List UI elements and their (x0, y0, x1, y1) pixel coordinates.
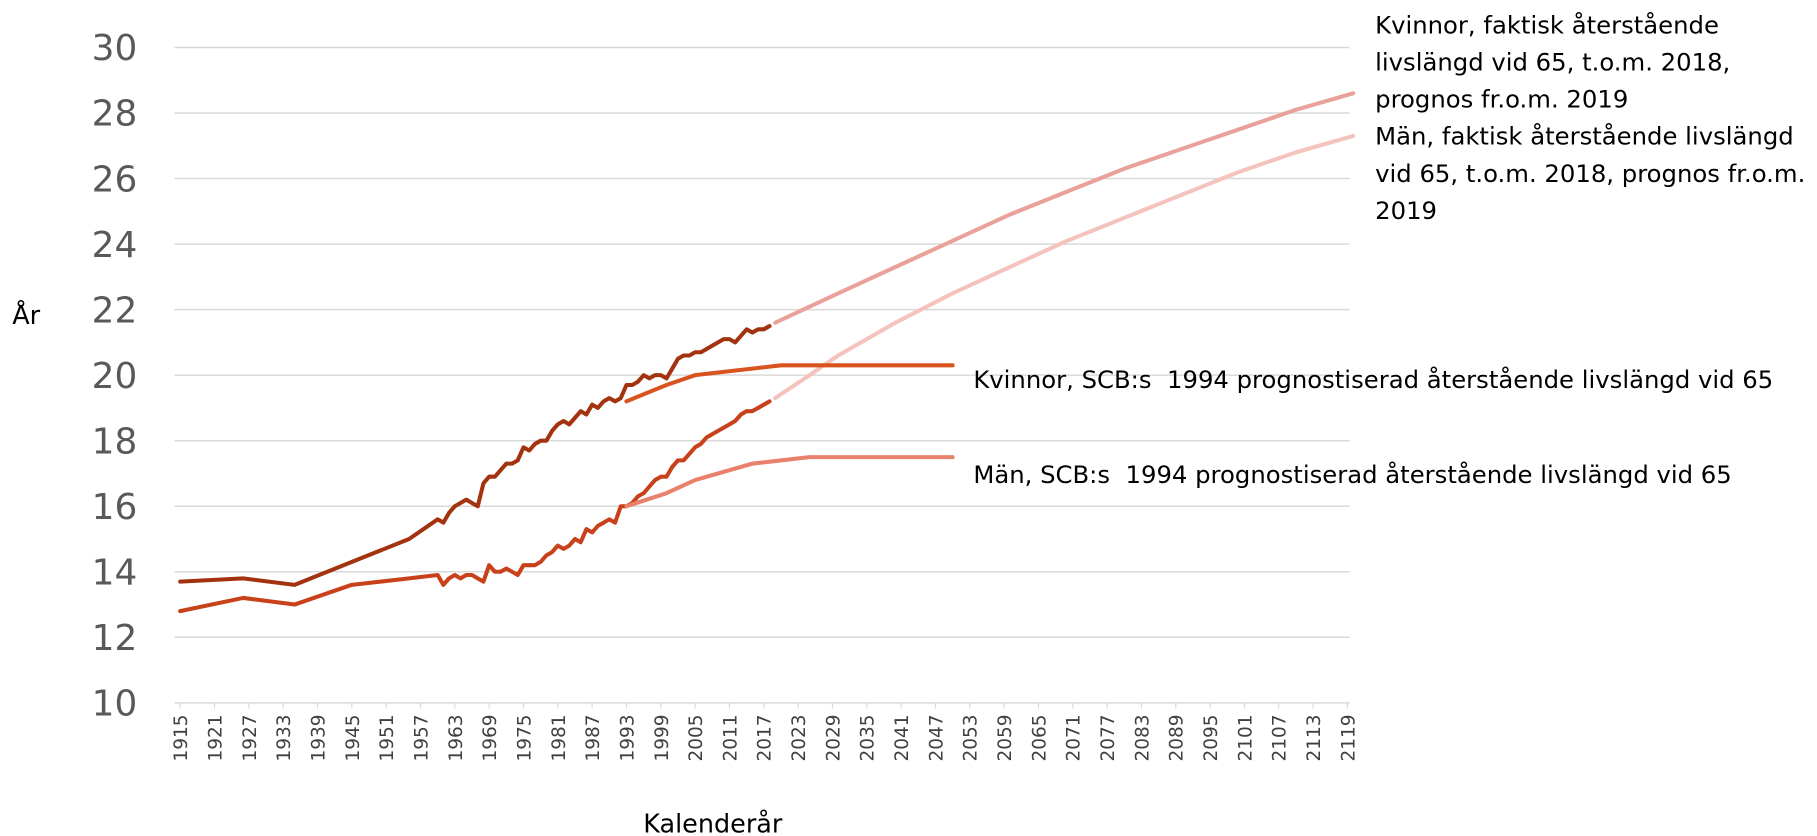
x-tick-label: 1969 (480, 714, 501, 761)
series-line (624, 455, 955, 509)
x-tick-label: 2113 (1304, 714, 1325, 761)
series-label-box: Män, SCB:s 1994 prognostiserad återståen… (973, 460, 1732, 489)
x-tick-label: 2029 (823, 714, 844, 761)
y-tick-label: 30 (92, 28, 138, 69)
series-label-box: Män, faktisk återstående livslängd vid 6… (1375, 122, 1806, 225)
x-tick-label: 2077 (1098, 714, 1119, 761)
y-tick-label: 22 (92, 290, 138, 331)
x-tick-label: 2017 (755, 714, 776, 761)
x-tick-label: 1915 (171, 714, 192, 761)
x-tick-label: 1939 (308, 714, 329, 761)
series-line (624, 363, 955, 404)
x-tick-label: 1975 (514, 714, 535, 761)
x-tick-label: 2041 (892, 714, 913, 761)
series-label-box: Kvinnor, SCB:s 1994 prognostiserad åters… (973, 365, 1774, 394)
x-tick-label: 1927 (240, 714, 261, 761)
x-tick-label: 2083 (1132, 714, 1153, 761)
x-tick-label: 2053 (961, 714, 982, 761)
x-tick-label: 1987 (583, 714, 604, 761)
y-tick-label: 16 (92, 487, 138, 528)
x-tick-label: 1933 (274, 714, 295, 761)
x-tick-label: 2065 (1029, 714, 1050, 761)
x-tick-label: 1963 (446, 714, 467, 761)
series-line (178, 399, 772, 614)
x-tick-label: 2023 (789, 714, 810, 761)
y-tick-label: 28 (92, 94, 138, 135)
x-tick-label: 1951 (377, 714, 398, 761)
x-tick-label: 2095 (1201, 714, 1222, 761)
series-label-box: Kvinnor, faktisk återstående livslängd v… (1375, 11, 1739, 114)
y-tick-label: 24 (92, 225, 138, 266)
y-tick-label: 14 (92, 553, 138, 594)
x-tick-label: 2005 (686, 714, 707, 761)
x-tick-label: 2011 (720, 714, 741, 761)
x-tick-label: 1981 (549, 714, 570, 761)
x-tick-label: 2089 (1167, 714, 1188, 761)
x-tick-label: 1945 (343, 714, 364, 761)
y-axis-title: År (12, 301, 40, 331)
y-tick-label: 18 (92, 421, 138, 462)
series-label: Kvinnor, SCB:s 1994 prognostiserad åters… (973, 365, 1774, 394)
x-tick-label: 1921 (205, 714, 226, 761)
series-label: Män, faktisk återstående livslängd vid 6… (1375, 122, 1806, 225)
forecast-line (773, 133, 1356, 401)
x-tick-label: 2047 (926, 714, 947, 761)
x-axis-title: Kalenderår (643, 810, 783, 836)
x-tick-label: 1993 (617, 714, 638, 761)
series-label: Kvinnor, faktisk återstående livslängd v… (1375, 11, 1739, 114)
y-tick-label: 20 (92, 356, 138, 397)
x-tick-label: 2059 (995, 714, 1016, 761)
forecast-line (773, 91, 1356, 325)
x-tick-label: 2119 (1338, 714, 1359, 761)
y-tick-label: 10 (92, 684, 138, 725)
x-tick-label: 2071 (1064, 714, 1085, 761)
x-tick-label: 1957 (411, 714, 432, 761)
x-tick-label: 2035 (858, 714, 879, 761)
series-label: Män, SCB:s 1994 prognostiserad återståen… (973, 460, 1732, 489)
x-tick-label: 1999 (652, 714, 673, 761)
series-line (178, 324, 772, 587)
x-tick-label: 2107 (1270, 714, 1291, 761)
y-tick-label: 12 (92, 618, 138, 659)
x-tick-label: 2101 (1235, 714, 1256, 761)
y-tick-label: 26 (92, 159, 138, 200)
